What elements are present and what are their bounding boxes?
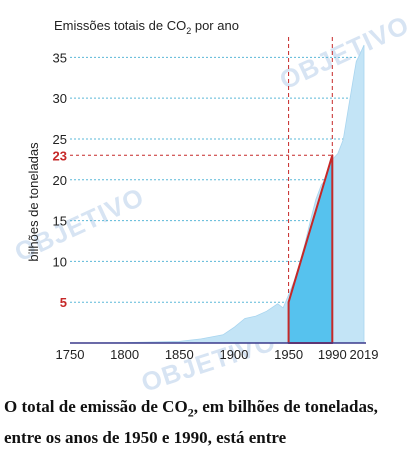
emissions-area-fill (69, 44, 365, 344)
y-tick-label-35: 35 (53, 50, 67, 65)
y-tick-label-20: 20 (53, 173, 67, 188)
y-tick-label-25: 25 (53, 132, 67, 147)
x-tick-label-1900: 1900 (219, 347, 248, 362)
question-text: O total de emissão de CO2, em bilhões de… (4, 397, 378, 448)
y-tick-label-highlight-5: 5 (60, 295, 67, 310)
highlight-trapezoid (287, 154, 334, 344)
y-tick-label-highlight-23: 23 (53, 148, 67, 163)
y-tick-label-30: 30 (53, 91, 67, 106)
y-axis-label: bilhões de toneladas (26, 142, 41, 262)
x-tick-label-1990: 1990 (318, 347, 347, 362)
y-tick-label-15: 15 (53, 214, 67, 229)
emissions-area (69, 44, 365, 344)
x-tick-labels: 1750 1800 1850 1900 1950 1990 2019 (56, 347, 379, 362)
x-tick-label-1850: 1850 (165, 347, 194, 362)
watermark-text-0: OBJETIVO (275, 9, 414, 95)
x-tick-label-1950: 1950 (274, 347, 303, 362)
y-tick-label-10: 10 (53, 254, 67, 269)
x-tick-label-1800: 1800 (110, 347, 139, 362)
highlight-trapezoid-shape (287, 154, 334, 344)
x-tick-label-2019: 2019 (350, 347, 379, 362)
chart-title: Emissões totais de CO2 por ano (54, 18, 239, 36)
x-tick-label-1750: 1750 (56, 347, 85, 362)
y-tick-labels: 10 15 20 25 30 35 5 23 (53, 50, 67, 310)
